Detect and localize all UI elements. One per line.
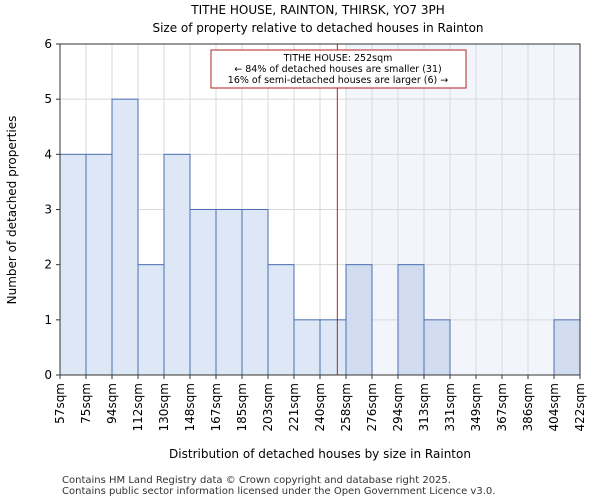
x-tick-label: 167sqm <box>209 383 223 431</box>
x-tick-label: 75sqm <box>79 383 93 424</box>
annotation-line-2: ← 84% of detached houses are smaller (31… <box>234 64 441 75</box>
x-tick-label: 276sqm <box>365 383 379 431</box>
footer-line-2: Contains public sector information licen… <box>62 486 495 497</box>
annotation-box: TITHE HOUSE: 252sqm ← 84% of detached ho… <box>210 49 467 89</box>
bar <box>293 319 321 376</box>
x-tick-label: 386sqm <box>521 383 535 431</box>
annotation-line-1: TITHE HOUSE: 252sqm <box>283 53 393 64</box>
bar <box>59 153 87 376</box>
x-tick-label: 349sqm <box>469 383 483 431</box>
bar <box>137 264 165 376</box>
x-tick-label: 94sqm <box>105 383 119 424</box>
y-tick-label: 5 <box>44 92 52 106</box>
x-tick-label: 203sqm <box>261 383 275 431</box>
x-tick-label: 240sqm <box>313 383 327 431</box>
x-tick-label: 112sqm <box>131 383 145 431</box>
x-tick-label: 258sqm <box>339 383 353 431</box>
y-tick-label: 2 <box>44 258 52 272</box>
x-tick-label: 422sqm <box>573 383 587 431</box>
x-tick-label: 148sqm <box>183 383 197 431</box>
y-tick-label: 6 <box>44 37 52 51</box>
x-tick-label: 313sqm <box>417 383 431 431</box>
x-tick-label: 331sqm <box>443 383 457 431</box>
annotation-frame <box>210 49 467 89</box>
x-axis-ticks: 57sqm 75sqm 94sqm 112sqm 130sqm 148sqm 167sqm 1… <box>53 375 587 431</box>
x-axis-label: Distribution of detached houses by size … <box>169 447 471 461</box>
bar <box>345 264 373 376</box>
y-axis-ticks: 0 1 2 3 4 5 6 <box>44 37 60 382</box>
bar <box>189 209 217 376</box>
annotation-line-3: 16% of semi-detached houses are larger (… <box>228 75 448 86</box>
x-tick-label: 404sqm <box>547 383 561 431</box>
x-tick-label: 294sqm <box>391 383 405 431</box>
x-tick-label: 221sqm <box>287 383 301 431</box>
y-tick-label: 3 <box>44 203 52 217</box>
bar <box>553 319 581 376</box>
x-tick-label: 367sqm <box>495 383 509 431</box>
chart-title: TITHE HOUSE, RAINTON, THIRSK, YO7 3PH <box>190 3 444 17</box>
bar <box>111 98 139 376</box>
bar <box>319 319 347 376</box>
x-tick-label: 185sqm <box>235 383 249 431</box>
bar <box>163 153 191 376</box>
bar <box>397 264 425 376</box>
bar <box>241 209 269 376</box>
y-tick-label: 4 <box>44 147 52 161</box>
y-tick-label: 1 <box>44 313 52 327</box>
chart-subtitle: Size of property relative to detached ho… <box>152 21 483 35</box>
x-tick-label: 130sqm <box>157 383 171 431</box>
y-tick-label: 0 <box>44 368 52 382</box>
bar <box>267 264 295 376</box>
bar <box>423 319 451 376</box>
bar <box>215 209 243 376</box>
x-tick-label: 57sqm <box>53 383 67 424</box>
footer-line-1: Contains HM Land Registry data © Crown c… <box>62 475 451 486</box>
bars <box>59 98 581 376</box>
y-axis-label: Number of detached properties <box>5 116 19 305</box>
bar <box>85 153 113 376</box>
